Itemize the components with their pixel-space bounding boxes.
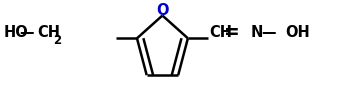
- Text: CH: CH: [209, 25, 232, 40]
- Text: O: O: [156, 3, 169, 18]
- Text: CH: CH: [37, 25, 60, 40]
- Text: 2: 2: [53, 34, 61, 47]
- Text: —: —: [20, 25, 34, 40]
- Text: HO: HO: [4, 25, 28, 40]
- Text: OH: OH: [285, 25, 310, 40]
- Text: —: —: [261, 25, 276, 40]
- Text: N: N: [251, 25, 263, 40]
- Text: =: =: [223, 23, 239, 42]
